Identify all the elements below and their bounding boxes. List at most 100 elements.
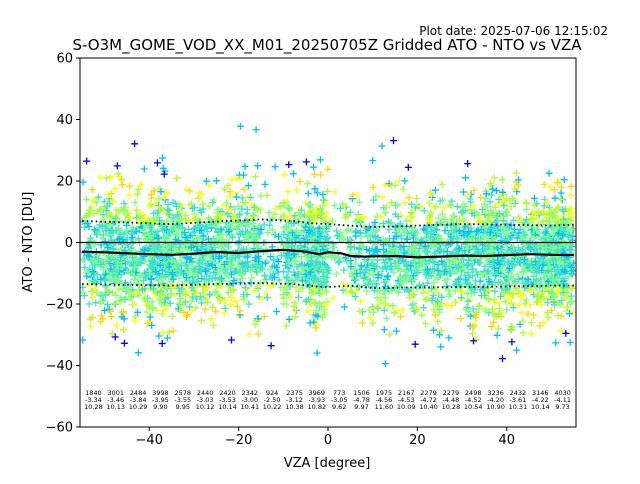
data-point — [85, 223, 93, 230]
data-point — [236, 307, 244, 315]
data-point — [168, 220, 176, 228]
data-point — [148, 275, 155, 283]
data-point — [225, 205, 232, 213]
data-point — [241, 162, 249, 170]
data-point — [182, 291, 190, 299]
bin-sd-label: 10.90 — [486, 403, 505, 411]
data-point — [161, 193, 169, 201]
data-point — [206, 290, 214, 298]
data-point — [294, 273, 302, 281]
data-point — [163, 188, 170, 196]
data-point — [297, 242, 305, 249]
data-point — [164, 206, 172, 213]
data-point — [173, 221, 181, 229]
bin-sd-label: 10.29 — [129, 403, 148, 411]
x-axis-label: VZA [degree] — [284, 456, 371, 471]
data-point — [254, 282, 262, 290]
data-point — [85, 210, 93, 218]
data-point — [282, 322, 290, 330]
data-point — [174, 211, 182, 219]
data-point — [290, 250, 298, 258]
bin-sd-label: 11.60 — [375, 403, 394, 411]
data-point — [160, 170, 168, 178]
data-point — [323, 274, 331, 282]
data-point — [130, 300, 138, 308]
x-tick-label: −20 — [225, 433, 252, 448]
data-point — [90, 256, 98, 264]
data-point — [280, 230, 288, 238]
data-point — [103, 225, 111, 233]
data-point — [102, 207, 110, 215]
data-point — [260, 312, 268, 320]
data-point — [140, 235, 148, 243]
bin-sd-label: 10.41 — [240, 403, 259, 411]
chart-title: S-O3M_GOME_VOD_XX_M01_20250705Z Gridded … — [72, 36, 582, 55]
data-point — [132, 289, 140, 297]
data-point — [162, 226, 170, 234]
data-point — [103, 211, 111, 219]
bin-sd-label: 10.31 — [509, 403, 528, 411]
data-point — [80, 178, 87, 186]
y-tick-label: −20 — [46, 298, 73, 313]
data-point — [191, 210, 198, 218]
data-point — [228, 294, 236, 302]
data-point — [149, 258, 157, 266]
data-point — [96, 173, 104, 181]
data-point — [161, 298, 169, 306]
data-point — [252, 126, 260, 134]
data-point — [243, 261, 251, 269]
data-point — [233, 302, 241, 310]
data-point — [132, 269, 140, 276]
data-point — [156, 283, 164, 290]
data-point — [271, 163, 279, 171]
data-point — [235, 171, 243, 179]
bin-sd-label: 10.54 — [464, 403, 483, 411]
data-point — [189, 293, 197, 301]
data-point — [141, 220, 149, 228]
data-point — [148, 321, 156, 329]
data-point — [158, 340, 166, 347]
data-point — [118, 176, 125, 184]
scatter-points — [80, 122, 576, 368]
data-point — [146, 313, 154, 321]
data-point — [103, 283, 110, 291]
data-point — [236, 122, 244, 130]
data-point — [196, 293, 204, 301]
data-point — [169, 199, 177, 206]
data-point — [292, 226, 300, 234]
data-point — [228, 336, 235, 344]
data-point — [83, 272, 91, 280]
data-point — [140, 226, 148, 234]
data-point — [159, 154, 166, 162]
data-point — [228, 175, 236, 183]
data-point — [229, 234, 237, 242]
data-point — [113, 162, 121, 170]
data-point — [111, 333, 119, 341]
data-point — [243, 206, 251, 213]
data-point — [147, 201, 155, 208]
data-point — [90, 269, 98, 277]
data-point — [120, 339, 128, 347]
data-point — [197, 317, 205, 325]
data-point — [229, 287, 237, 294]
data-point — [153, 159, 161, 167]
data-point — [178, 285, 185, 293]
data-point — [108, 190, 115, 198]
data-point — [184, 264, 192, 272]
data-point — [166, 299, 174, 307]
data-point — [127, 230, 135, 238]
data-point — [133, 190, 141, 198]
data-point — [82, 195, 90, 203]
data-point — [257, 295, 265, 303]
data-point — [140, 276, 148, 284]
data-point — [89, 196, 97, 204]
data-point — [97, 206, 105, 214]
y-tick-label: 40 — [56, 113, 73, 128]
data-point — [231, 267, 239, 275]
data-point — [171, 262, 179, 270]
data-point — [102, 291, 110, 299]
data-point — [180, 300, 188, 308]
data-point — [137, 181, 145, 189]
data-point — [263, 191, 271, 199]
